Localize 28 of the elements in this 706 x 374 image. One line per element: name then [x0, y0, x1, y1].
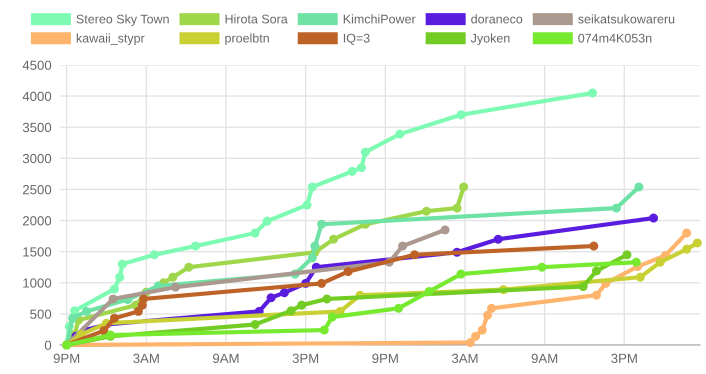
legend-label: Jyoken [470, 33, 510, 46]
y-tick-label: 1000 [23, 278, 52, 288]
x-tick-label: 9PM [372, 354, 398, 364]
legend-label: seikatsukowareru [578, 14, 674, 24]
x-tick-label: 3AM [452, 354, 478, 364]
legend-label: IQ=3 [344, 34, 370, 45]
legend-label: doraneco [471, 14, 522, 24]
x-tick-label: 3PM [292, 354, 318, 364]
x-tick-label: 9AM [213, 354, 238, 364]
x-tick-label: 9AM [532, 354, 558, 364]
legend-label: proelbtn [225, 33, 269, 46]
y-tick-label: 2000 [22, 216, 52, 226]
legend-label: Hirota Sora [226, 14, 288, 24]
y-tick-label: 500 [30, 309, 52, 319]
y-tick-label: 1500 [23, 247, 52, 257]
y-tick-label: 4500 [22, 60, 52, 70]
legend-label: kawaii_stypr [76, 33, 145, 46]
y-tick-label: 4000 [22, 92, 52, 102]
x-tick-label: 9PM [54, 354, 80, 364]
y-tick-label: 0 [44, 340, 52, 350]
legend-label: KimchiPower [344, 14, 416, 24]
x-tick-label: 3AM [133, 354, 159, 364]
y-tick-label: 2500 [22, 185, 52, 194]
legend-label: 074m4K053n [578, 34, 652, 43]
x-tick-label: 3PM [611, 354, 637, 364]
y-tick-label: 3500 [22, 122, 52, 132]
legend-label: Stereo Sky Town [76, 14, 169, 26]
y-tick-label: 3000 [22, 154, 52, 164]
